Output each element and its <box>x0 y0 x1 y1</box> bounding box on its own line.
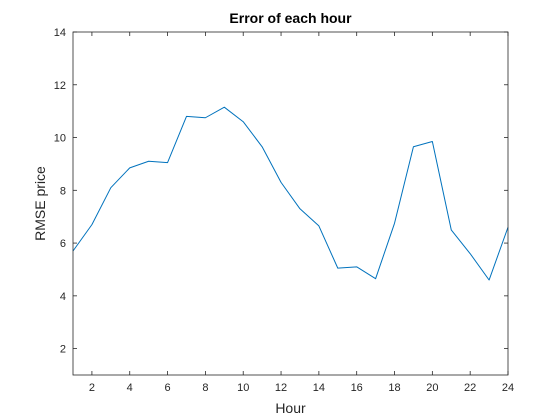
chart-title: Error of each hour <box>229 10 352 26</box>
x-tick-label: 16 <box>351 382 363 394</box>
data-point <box>451 229 452 230</box>
y-tick-label: 14 <box>54 27 66 39</box>
x-tick-label: 2 <box>89 382 95 394</box>
y-tick-label: 10 <box>54 133 66 145</box>
data-point <box>91 224 92 225</box>
x-axis-label: Hour <box>275 400 306 416</box>
x-tick-label: 10 <box>237 382 249 394</box>
data-point <box>148 161 149 162</box>
data-point <box>356 266 357 267</box>
data-point <box>432 141 433 142</box>
data-point <box>243 121 244 122</box>
data-point <box>394 223 395 224</box>
series-line <box>72 106 509 281</box>
plot-box <box>72 31 509 376</box>
data-point <box>167 162 168 163</box>
data-point <box>375 278 376 279</box>
data-point <box>299 208 300 209</box>
data-point <box>110 187 111 188</box>
y-tick-label: 6 <box>60 238 66 250</box>
x-tick-label: 20 <box>426 382 438 394</box>
data-point <box>470 253 471 254</box>
x-tick-label: 6 <box>165 382 171 394</box>
x-tick-label: 18 <box>388 382 400 394</box>
x-tick-label: 4 <box>127 382 133 394</box>
data-point <box>318 225 319 226</box>
x-tick-label: 22 <box>464 382 476 394</box>
y-tick-label: 4 <box>60 291 66 303</box>
series-layer <box>72 106 509 281</box>
data-point <box>488 279 489 280</box>
y-axis-label: RMSE price <box>32 166 48 241</box>
y-tick-label: 12 <box>54 80 66 92</box>
y-tick-label: 8 <box>60 185 66 197</box>
data-point <box>224 107 225 108</box>
data-point <box>129 167 130 168</box>
x-tick-label: 8 <box>202 382 208 394</box>
data-point <box>205 117 206 118</box>
x-tick-label: 14 <box>313 382 325 394</box>
data-point <box>280 182 281 183</box>
data-point <box>186 116 187 117</box>
x-tick-label: 24 <box>502 382 514 394</box>
data-point <box>262 146 263 147</box>
x-tick-label: 12 <box>275 382 287 394</box>
plot-area-background <box>73 32 508 375</box>
data-point <box>337 268 338 269</box>
y-tick-label: 2 <box>60 344 66 356</box>
data-point <box>413 146 414 147</box>
